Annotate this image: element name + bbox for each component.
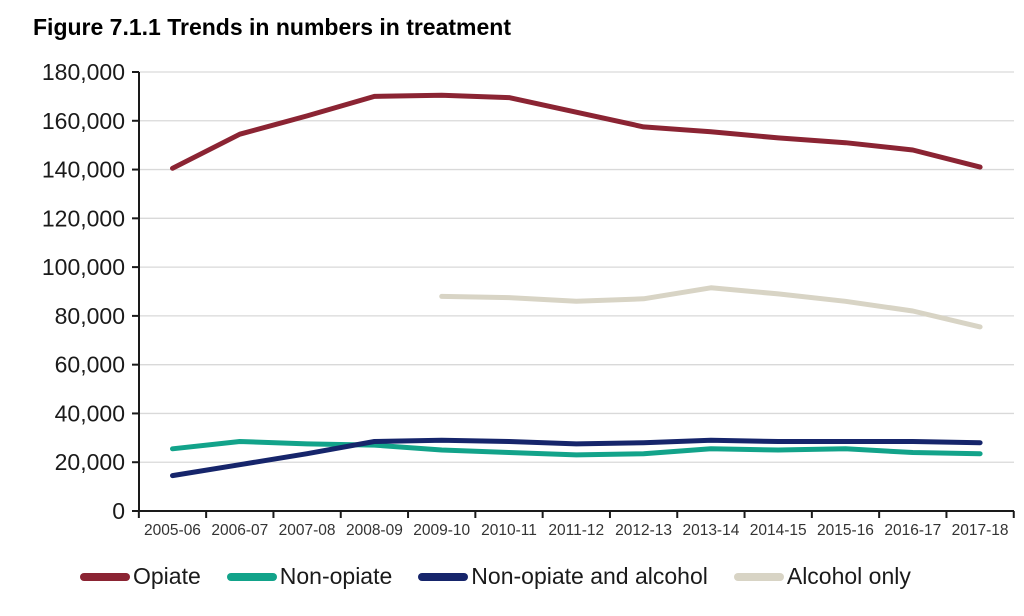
legend-swatch-opiate-icon bbox=[80, 572, 130, 581]
legend-swatch-non-opiate-icon bbox=[226, 572, 277, 581]
y-tick-label: 60,000 bbox=[55, 352, 125, 378]
x-tick-label: 2011-12 bbox=[548, 522, 604, 539]
chart-title: Figure 7.1.1 Trends in numbers in treatm… bbox=[33, 14, 512, 40]
x-tick-label: 2009-10 bbox=[413, 522, 470, 539]
gridlines bbox=[139, 71, 1014, 463]
x-tick-label: 2008-09 bbox=[346, 522, 403, 539]
x-tick-label: 2007-08 bbox=[279, 522, 336, 539]
y-tick-label: 20,000 bbox=[55, 449, 125, 475]
x-tick-label: 2010-11 bbox=[481, 522, 537, 539]
x-tick-label: 2013-14 bbox=[682, 522, 739, 539]
y-tick-label: 100,000 bbox=[42, 254, 125, 280]
y-tick-label: 140,000 bbox=[42, 157, 125, 183]
x-tick-label: 2017-18 bbox=[952, 522, 1009, 539]
series-line-non-opiate-and-alcohol bbox=[170, 437, 983, 479]
legend-label-opiate: Opiate bbox=[133, 563, 201, 589]
legend-item-non-opiate-and-alcohol: Non-opiate and alcohol bbox=[418, 563, 708, 590]
x-tick-label: 2012-13 bbox=[615, 522, 672, 539]
axes bbox=[138, 72, 1014, 512]
series-line-alcohol-only bbox=[439, 285, 983, 330]
legend-item-alcohol-only: Alcohol only bbox=[733, 563, 911, 590]
y-tick-label: 160,000 bbox=[42, 108, 125, 134]
legend-label-non-opiate: Non-opiate bbox=[279, 563, 393, 589]
legend-label-alcohol-only: Alcohol only bbox=[786, 563, 911, 589]
x-tick-label: 2015-16 bbox=[817, 522, 874, 539]
y-axis-labels: 0 20,000 40,000 60,000 80,000 100,000 120,000 1… bbox=[42, 59, 139, 524]
legend-item-non-opiate: Non-opiate bbox=[226, 563, 393, 590]
y-tick-label: 0 bbox=[112, 498, 125, 524]
x-tick-label: 2014-15 bbox=[750, 522, 807, 539]
x-tick-label: 2006-07 bbox=[211, 522, 268, 539]
x-axis-labels: 2005-06 2006-07 2007-08 2008-09 2009-10 2010-… bbox=[137, 511, 1015, 539]
x-tick-label: 2016-17 bbox=[884, 522, 941, 539]
legend-swatch-non-opiate-and-alcohol-icon bbox=[418, 572, 469, 581]
y-tick-label: 180,000 bbox=[42, 59, 125, 85]
chart-legend: Opiate Non-opiate Non-opiate and alcohol… bbox=[80, 563, 911, 590]
y-tick-label: 80,000 bbox=[55, 303, 125, 329]
y-tick-label: 120,000 bbox=[42, 205, 125, 231]
x-tick-label: 2005-06 bbox=[144, 522, 201, 539]
legend-label-non-opiate-and-alcohol: Non-opiate and alcohol bbox=[471, 563, 708, 589]
series-line-non-opiate bbox=[170, 439, 983, 458]
series-line-opiate bbox=[170, 92, 983, 171]
line-chart: 0 20,000 40,000 60,000 80,000 100,000 120,000 1… bbox=[42, 59, 1015, 539]
y-tick-label: 40,000 bbox=[55, 400, 125, 426]
legend-swatch-alcohol-only-icon bbox=[733, 572, 784, 581]
legend-item-opiate: Opiate bbox=[80, 563, 201, 590]
